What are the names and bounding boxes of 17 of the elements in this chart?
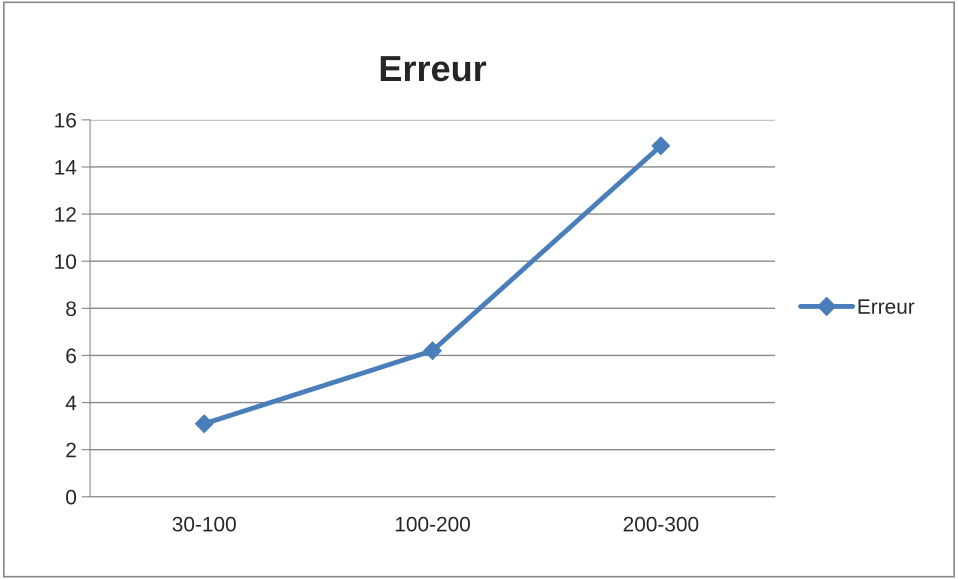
y-tick-label: 2 bbox=[66, 442, 76, 458]
y-tick-label: 16 bbox=[55, 112, 76, 128]
y-tick-label: 14 bbox=[55, 160, 76, 175]
legend-label: Erreur bbox=[858, 299, 914, 314]
x-tick-label: 100-200 bbox=[396, 516, 470, 532]
y-tick-label: 0 bbox=[66, 490, 76, 505]
y-tick-label: 10 bbox=[55, 254, 76, 269]
point bbox=[194, 414, 214, 434]
point bbox=[652, 136, 670, 156]
y-tick-label: 8 bbox=[66, 301, 76, 316]
y-tick-label: 12 bbox=[55, 207, 76, 222]
x-tick-label: 200-300 bbox=[624, 516, 698, 532]
chart-title: Erreur bbox=[380, 56, 486, 82]
x-tick-label: 30-100 bbox=[172, 516, 236, 532]
y-tick-label: 6 bbox=[66, 348, 76, 364]
point bbox=[423, 341, 442, 360]
y-tick-label: 4 bbox=[66, 396, 76, 410]
